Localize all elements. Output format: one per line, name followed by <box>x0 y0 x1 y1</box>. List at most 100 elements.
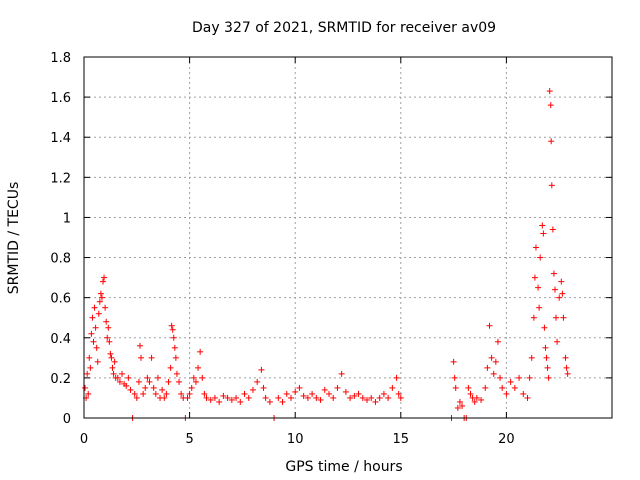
data-point <box>171 344 178 351</box>
data-point <box>545 374 552 381</box>
data-point <box>368 394 375 401</box>
data-point <box>220 392 227 399</box>
data-point <box>304 394 311 401</box>
data-point <box>564 370 571 377</box>
data-point <box>154 374 161 381</box>
data-point <box>486 322 493 329</box>
y-tick-label: 0 <box>63 412 71 427</box>
data-point <box>334 384 341 391</box>
data-point <box>451 374 458 381</box>
data-point <box>283 390 290 397</box>
data-point <box>87 364 94 371</box>
data-point <box>104 334 111 341</box>
data-point <box>560 314 567 321</box>
data-point <box>144 374 151 381</box>
data-point <box>85 390 92 397</box>
data-point <box>105 324 112 331</box>
data-point <box>125 374 132 381</box>
data-point <box>131 390 138 397</box>
data-point <box>459 402 466 409</box>
data-point <box>108 354 115 361</box>
data-point <box>395 390 402 397</box>
data-point <box>454 404 461 411</box>
data-point <box>313 394 320 401</box>
data-point <box>342 388 349 395</box>
data-point <box>542 344 549 351</box>
data-point <box>492 358 499 365</box>
x-tick-label: 5 <box>185 432 193 447</box>
data-point <box>96 298 103 305</box>
data-point <box>133 394 140 401</box>
data-point <box>325 390 332 397</box>
data-point <box>309 390 316 397</box>
data-point <box>90 338 97 345</box>
data-point <box>528 354 535 361</box>
data-point <box>372 398 379 405</box>
data-point <box>203 394 210 401</box>
data-point <box>146 378 153 385</box>
data-point <box>241 390 248 397</box>
data-point <box>192 378 199 385</box>
data-point <box>211 394 218 401</box>
data-point <box>197 348 204 355</box>
data-point <box>138 354 145 361</box>
data-point <box>359 394 366 401</box>
data-point <box>351 392 358 399</box>
data-point <box>549 226 556 233</box>
data-point <box>380 390 387 397</box>
data-point <box>190 374 197 381</box>
data-point <box>471 398 478 405</box>
data-point <box>520 390 527 397</box>
data-point <box>287 394 294 401</box>
data-point <box>169 326 176 333</box>
data-point <box>93 344 100 351</box>
data-point <box>548 182 555 189</box>
x-tick-label: 15 <box>393 432 410 447</box>
x-tick-label: 10 <box>287 432 304 447</box>
data-point <box>228 396 235 403</box>
data-point <box>488 354 495 361</box>
data-point <box>548 138 555 145</box>
data-point <box>176 378 183 385</box>
data-point <box>467 390 474 397</box>
data-point <box>452 384 459 391</box>
data-point <box>95 310 102 317</box>
data-point <box>551 286 558 293</box>
data-point <box>184 394 191 401</box>
data-point <box>142 384 149 391</box>
data-point <box>300 392 307 399</box>
data-point <box>478 396 485 403</box>
data-point <box>123 382 130 389</box>
data-point <box>539 222 546 229</box>
data-point <box>393 374 400 381</box>
data-point <box>89 314 96 321</box>
data-point <box>150 384 157 391</box>
y-tick-label: 1.4 <box>50 131 71 146</box>
data-point <box>109 364 116 371</box>
data-point <box>532 244 539 251</box>
x-tick-label: 20 <box>498 432 515 447</box>
grid-layer <box>84 57 612 418</box>
data-point <box>558 278 565 285</box>
data-point <box>389 384 396 391</box>
data-point <box>170 334 177 341</box>
data-point <box>355 390 362 397</box>
data-point <box>199 374 206 381</box>
data-point <box>173 370 180 377</box>
data-point <box>107 350 114 357</box>
data-point <box>536 304 543 311</box>
data-point <box>266 398 273 405</box>
data-point <box>82 384 89 391</box>
ticks-layer: 0 5 10 15 20 0 0.2 0.4 0.6 0.8 1 1.2 1.4 1.6 1.8 <box>50 51 612 447</box>
data-point <box>507 378 514 385</box>
x-tick-label: 0 <box>80 432 88 447</box>
data-point <box>111 358 118 365</box>
data-point <box>456 398 463 405</box>
data-point <box>178 390 185 397</box>
y-tick-label: 0.2 <box>50 372 71 387</box>
data-point <box>172 354 179 361</box>
data-point <box>494 338 501 345</box>
data-point <box>554 338 561 345</box>
data-point <box>97 290 104 297</box>
data-point <box>101 274 108 281</box>
